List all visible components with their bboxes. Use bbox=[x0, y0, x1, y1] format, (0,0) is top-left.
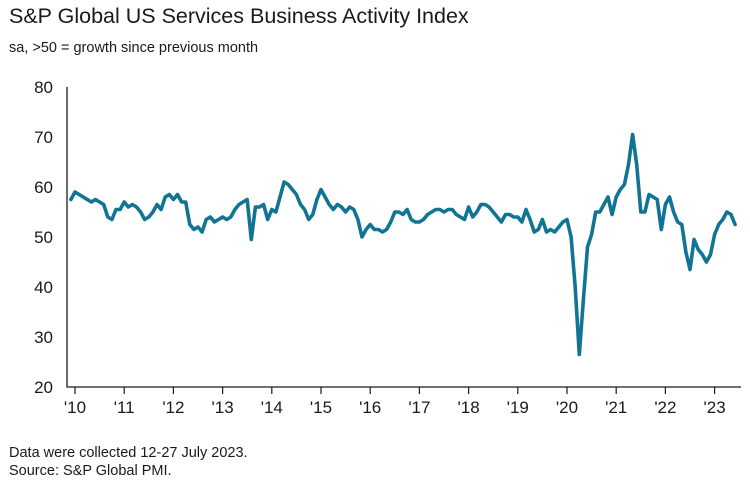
x-tick-label: '22 bbox=[654, 398, 676, 417]
chart-title: S&P Global US Services Business Activity… bbox=[9, 4, 469, 28]
index-line bbox=[69, 132, 737, 357]
y-tick-label: 40 bbox=[34, 278, 53, 297]
x-axis: '10 '11 '12 '13 '14 '15 '16 '17 '18 '19 '20 '21 '22 '… bbox=[64, 87, 741, 417]
x-tick-label: '18 bbox=[458, 398, 480, 417]
y-tick-label: 30 bbox=[34, 328, 53, 347]
x-tick-label: '12 bbox=[162, 398, 184, 417]
chart-subtitle: sa, >50 = growth since previous month bbox=[9, 40, 259, 56]
x-tick-label: '15 bbox=[310, 398, 332, 417]
x-tick-label: '23 bbox=[704, 398, 726, 417]
y-tick-label: 60 bbox=[34, 178, 53, 197]
y-tick-label: 50 bbox=[34, 228, 53, 247]
x-tick-label: '21 bbox=[605, 398, 627, 417]
footnotes: Data were collected 12-27 July 2023. Sou… bbox=[9, 444, 248, 480]
y-tick-label: 70 bbox=[34, 128, 53, 147]
x-tick-label: '17 bbox=[408, 398, 430, 417]
source-note: Source: S&P Global PMI. bbox=[9, 463, 172, 479]
x-tick-label: '11 bbox=[114, 398, 135, 417]
x-tick-label: '13 bbox=[212, 398, 234, 417]
series-group bbox=[69, 132, 737, 357]
x-tick-label: '14 bbox=[261, 398, 283, 417]
x-tick-label: '16 bbox=[359, 398, 381, 417]
y-tick-label: 80 bbox=[34, 78, 53, 97]
y-tick-label: 20 bbox=[34, 378, 53, 397]
data-collection-note: Data were collected 12-27 July 2023. bbox=[9, 445, 248, 461]
x-tick-label: '20 bbox=[556, 398, 578, 417]
y-axis: 20 30 40 50 60 70 80 bbox=[34, 78, 53, 397]
x-tick-label: '19 bbox=[507, 398, 529, 417]
x-tick-label: '10 bbox=[64, 398, 86, 417]
